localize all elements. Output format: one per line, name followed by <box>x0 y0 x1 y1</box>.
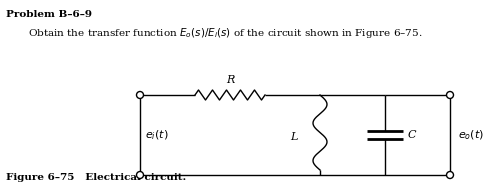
Circle shape <box>446 171 452 178</box>
Text: L: L <box>290 133 297 143</box>
Text: R: R <box>225 75 234 85</box>
Text: Problem B–6–9: Problem B–6–9 <box>6 10 92 19</box>
Text: Figure 6–75   Electrical circuit.: Figure 6–75 Electrical circuit. <box>6 173 186 182</box>
Circle shape <box>136 92 143 99</box>
Text: $e_i(t)$: $e_i(t)$ <box>145 128 168 142</box>
Text: $e_o(t)$: $e_o(t)$ <box>457 128 483 142</box>
Circle shape <box>446 92 452 99</box>
Circle shape <box>136 171 143 178</box>
Text: Obtain the transfer function $E_o(s)/E_i(s)$ of the circuit shown in Figure 6–75: Obtain the transfer function $E_o(s)/E_i… <box>28 26 422 40</box>
Text: C: C <box>407 130 416 140</box>
